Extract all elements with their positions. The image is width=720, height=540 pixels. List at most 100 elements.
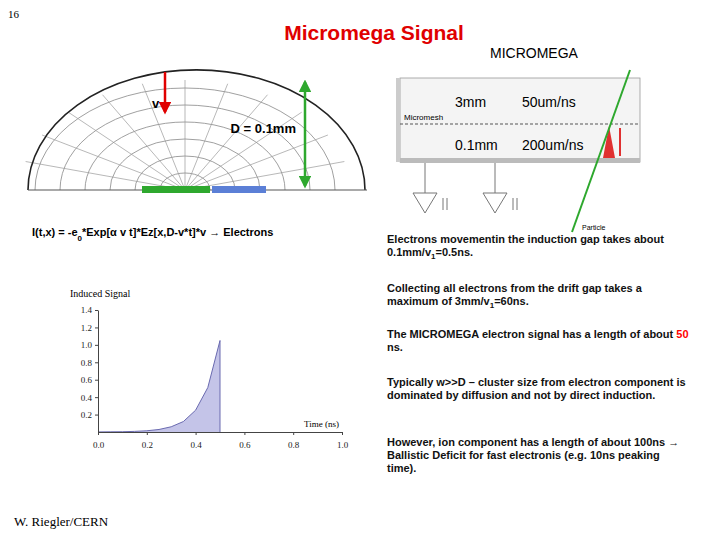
x-axis-tick: 0.6 — [239, 432, 251, 450]
x-axis-tick-label: 0.8 — [288, 440, 300, 450]
velocity-arrow — [164, 72, 167, 112]
capacitor — [513, 198, 514, 210]
field-diagram — [26, 70, 367, 193]
detector-sketch — [396, 70, 640, 232]
note: However, ion component has a length of a… — [387, 436, 692, 475]
note-part: However, ion component has a length of a… — [387, 436, 679, 474]
note: Collecting all electrons from the drift … — [387, 282, 692, 312]
drift-gap-label: 3mm — [455, 94, 486, 110]
y-axis-tick-label: 1.4 — [81, 305, 93, 315]
note: The MICROMEGA electron signal has a leng… — [387, 328, 692, 354]
strip-plane — [400, 158, 640, 163]
author: W. Riegler/CERN — [14, 514, 109, 529]
equipotential-line — [185, 80, 186, 190]
x-axis-tick-label: 0.0 — [93, 440, 105, 450]
formula: I(t,x) = -e0*Exp[α v t]*Ez[x,D-v*t]*v → … — [32, 226, 273, 243]
note-part: The MICROMEGA electron signal has a leng… — [387, 328, 676, 340]
y-axis-tick-mark — [95, 415, 98, 416]
title: Micromega Signal — [284, 21, 464, 44]
x-axis-tick: 0.8 — [288, 432, 300, 450]
y-axis-tick-label: 1.0 — [81, 340, 93, 350]
y-axis-tick: 1.2 — [81, 323, 98, 333]
plot-marks — [98, 341, 220, 433]
readout-wire — [495, 163, 496, 193]
y-axis-tick-label: 1.2 — [81, 323, 92, 333]
mesh-label: Micromesh — [404, 113, 443, 122]
x-axis-tick-mark — [147, 432, 148, 435]
capacitor — [443, 198, 444, 210]
slide-number: 16 — [8, 8, 20, 20]
y-axis-tick-mark — [95, 397, 98, 398]
x-axis-tick-label: 1.0 — [337, 440, 349, 450]
equipotential-line — [185, 84, 228, 190]
note: Typically w>>D – cluster size from elect… — [387, 376, 692, 402]
equipotential-line — [42, 135, 185, 190]
y-axis-tick: 0.8 — [81, 358, 98, 368]
formula-part: I(t,x) = -e — [32, 226, 78, 238]
note-part: Electrons movementin the induction gap t… — [387, 233, 664, 258]
formula-part: *Exp[α v t]*Ez[x,D-v*t]*v → Electrons — [82, 226, 273, 238]
amplifier — [413, 193, 437, 213]
x-axis-tick: 0.2 — [142, 432, 153, 450]
equipotential-line — [26, 162, 185, 190]
y-axis-tick-mark — [95, 310, 98, 311]
x-axis-tick-label: 0.4 — [190, 440, 202, 450]
y-axis-tick-label: 0.8 — [81, 358, 93, 368]
equipotential-line — [68, 112, 185, 190]
note-part: 50 — [676, 328, 688, 340]
y-axis-tick-label: 0.2 — [81, 410, 92, 420]
note-part: 1 — [431, 252, 435, 261]
y-axis-tick: 1.4 — [81, 305, 98, 315]
x-axis: 0.0 0.2 0.4 0.6 0.8 1.0 — [93, 432, 349, 450]
signal-area — [98, 341, 220, 433]
y-axis-tick-mark — [95, 362, 98, 363]
x-axis-tick-label: 0.2 — [142, 440, 153, 450]
x-axis-line — [99, 432, 343, 433]
amplifier — [483, 193, 507, 213]
y-axis-tick-mark — [95, 345, 98, 346]
note-part: Typically w>>D – cluster size from elect… — [387, 376, 686, 401]
mesh-line — [400, 124, 640, 125]
x-axis-tick-mark — [196, 432, 197, 435]
signal-chart: 0.2 0.4 0.6 0.8 1.0 1.2 1.4 0.0 0.2 0.4 0.6 0.8 1.0 — [81, 305, 349, 450]
field-boundary — [28, 70, 365, 190]
drift-region — [400, 78, 640, 162]
subtitle: MICROMEGA — [490, 45, 579, 61]
chart-title: Induced Signal — [70, 288, 130, 299]
y-axis-tick: 0.6 — [81, 375, 98, 385]
note-part: ns. — [387, 341, 403, 353]
neighbour-strip — [212, 186, 266, 193]
velocity-label: v — [152, 96, 160, 111]
x-axis-tick: 1.0 — [337, 432, 349, 450]
y-axis-tick-label: 0.6 — [81, 375, 93, 385]
x-axis-tick: 0.4 — [190, 432, 202, 450]
readout-wire — [425, 163, 426, 193]
equipotential-line — [185, 112, 302, 190]
x-axis-tick-mark — [293, 432, 294, 435]
gap-arrow — [304, 82, 307, 186]
equipotential-line — [185, 162, 344, 190]
y-axis-line — [98, 311, 99, 433]
track-label: Particle — [582, 224, 605, 231]
equipotential-line — [185, 95, 268, 190]
x-axis-title: Time (ns) — [304, 419, 339, 429]
equipotential-line — [142, 84, 185, 190]
note-part: 1 — [490, 301, 494, 310]
equipotential-line — [185, 135, 328, 190]
gap-label: D = 0.1mm — [231, 121, 296, 136]
x-axis-tick-mark — [244, 432, 245, 435]
amplification-speed-label: 200um/ns — [522, 137, 583, 153]
x-axis-tick: 0.0 — [93, 432, 105, 450]
capacitor — [517, 198, 518, 210]
capacitor — [447, 198, 448, 210]
note-part: =0.5ns. — [435, 246, 473, 258]
avalanche-mark — [619, 128, 621, 156]
note: Electrons movementin the induction gap t… — [387, 233, 692, 263]
drift-speed-label: 50um/ns — [522, 94, 576, 110]
y-axis: 0.2 0.4 0.6 0.8 1.0 1.2 1.4 — [81, 305, 99, 432]
amplification-gap-label: 0.1mm — [455, 137, 498, 153]
left-label-bar — [396, 78, 400, 162]
y-axis-tick: 0.4 — [81, 393, 98, 403]
note-part: =60ns. — [494, 295, 529, 307]
y-axis-tick: 1.0 — [81, 340, 98, 350]
